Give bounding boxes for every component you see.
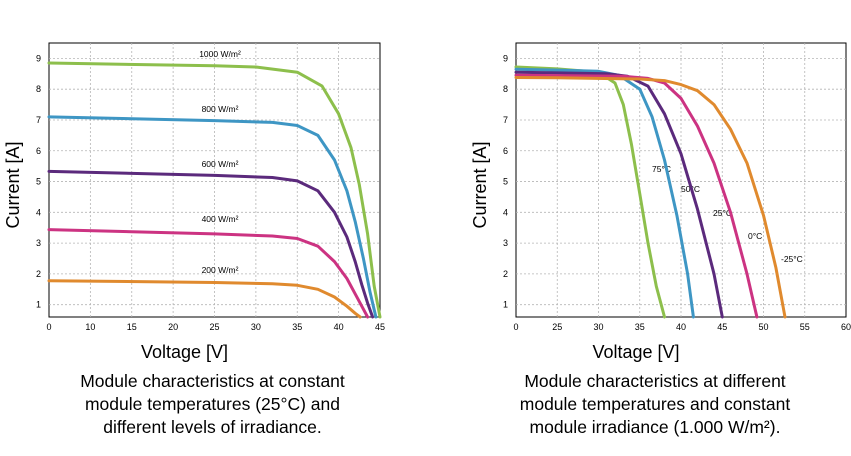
right-x-tick-label: 0 [513,322,518,332]
right-y-tick-label: 7 [503,115,508,125]
right-series-line [514,70,724,319]
left-x-tick-label: 15 [127,322,137,332]
left-y-tick-label: 5 [36,177,41,187]
right-y-tick-label: 2 [503,269,508,279]
left-series-line [47,115,378,319]
left-series-line [47,279,362,319]
left-series-label: 600 W/m² [202,159,239,169]
right-series-label: 25°C [713,208,732,218]
right-x-tick-label: 60 [841,322,851,332]
right-x-axis-title: Voltage [V] [592,342,679,362]
left-y-tick-label: 9 [36,53,41,63]
right-y-tick-label: 4 [503,207,508,217]
right-y-tick-label: 9 [503,53,508,63]
right-y-tick-label: 6 [503,146,508,156]
left-x-tick-label: 10 [85,322,95,332]
chart-left-caption: Module characteristics at constant modul… [80,371,345,437]
right-series-label: 75°C [652,164,671,174]
right-series-line [514,73,759,319]
chart-right-caption: Module characteristics at different modu… [519,371,791,437]
right-x-tick-label: 30 [593,322,603,332]
right-y-tick-label: 5 [503,177,508,187]
left-y-tick-label: 3 [36,238,41,248]
right-x-tick-label: 25 [552,322,562,332]
left-y-tick-label: 7 [36,115,41,125]
right-x-tick-label: 40 [676,322,686,332]
left-x-tick-label: 25 [209,322,219,332]
right-y-tick-label: 1 [503,300,508,310]
left-series-label: 1000 W/m² [199,49,241,59]
chart-right-svg: 75°C50°C25°C0°C-25°C0 25 30 35 40 45 50 55 60123… [470,42,851,362]
left-y-axis-title: Current [A] [3,141,23,228]
left-y-tick-label: 2 [36,269,41,279]
left-y-tick-label: 6 [36,146,41,156]
right-series-line [514,76,787,319]
chart-left-svg: 1000 W/m² 800 W/m² 600 W/m² 400 W/m² 200 W/m… [3,42,385,362]
chart-left-panel: 1000 W/m² 800 W/m² 600 W/m² 400 W/m² 200 W/m… [0,0,420,456]
right-series-label: -25°C [781,254,803,264]
right-x-tick-label: 35 [635,322,645,332]
chart-right-panel: 75°C 50°C 25°C 0°C -25°C 0 25 30 35 40 45 50 55 60 1 2 3… [425,0,851,456]
left-series-line [47,228,370,319]
left-series-line [47,61,382,319]
left-x-tick-label: 35 [292,322,302,332]
right-series-label: 0°C [748,231,762,241]
left-x-tick-label: 45 [375,322,385,332]
left-x-tick-label: 20 [168,322,178,332]
left-series-line [47,169,375,319]
left-series-label: 800 W/m² [202,104,239,114]
left-x-tick-label: 0 [46,322,51,332]
left-series-label: 200 W/m² [202,265,239,275]
left-x-tick-label: 30 [251,322,261,332]
right-x-tick-label: 45 [717,322,727,332]
left-y-tick-label: 8 [36,84,41,94]
right-y-tick-label: 8 [503,84,508,94]
left-x-tick-label: 40 [334,322,344,332]
left-y-tick-label: 4 [36,207,41,217]
right-series-line [514,67,695,319]
right-y-axis-title: Current [A] [470,141,490,228]
left-series-label: 400 W/m² [202,214,239,224]
right-x-tick-label: 55 [800,322,810,332]
right-y-tick-label: 3 [503,238,508,248]
left-y-tick-label: 1 [36,300,41,310]
left-x-axis-title: Voltage [V] [141,342,228,362]
right-x-tick-label: 50 [758,322,768,332]
